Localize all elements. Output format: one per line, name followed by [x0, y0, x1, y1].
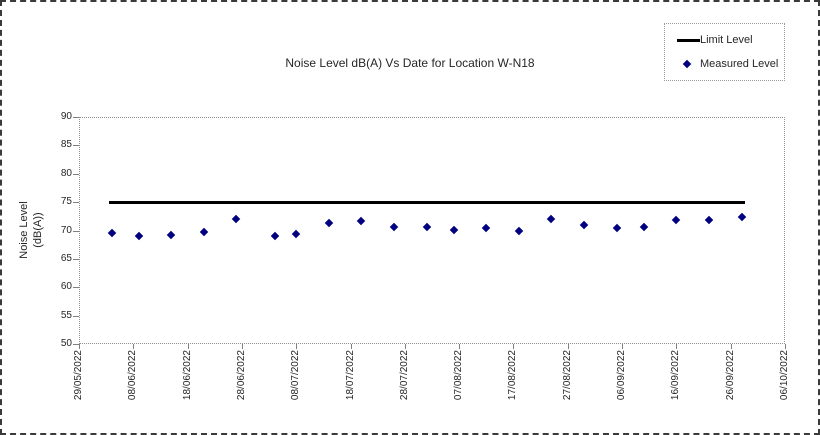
x-axis-tick: [622, 344, 624, 349]
y-axis-tick-label: 85: [60, 139, 72, 151]
x-axis-tick: [404, 344, 406, 349]
x-axis-tick-label: 26/09/2022: [724, 350, 736, 401]
x-axis-tick: [567, 344, 569, 349]
y-axis-tick-label: 80: [60, 167, 72, 179]
y-axis-tick-label: 50: [60, 338, 72, 349]
x-axis-tick: [730, 344, 732, 349]
x-axis-tick-label: 28/07/2022: [398, 350, 410, 401]
y-axis-tick: [73, 230, 79, 232]
legend-item-limit-level: Limit Level: [677, 33, 784, 47]
limit-line-icon: [677, 38, 700, 42]
x-axis-tick: [676, 344, 678, 349]
y-axis-tick: [73, 258, 79, 260]
y-axis-tick: [73, 202, 79, 204]
x-axis-tick-label: 28/06/2022: [235, 350, 247, 401]
x-axis-tick-label: 27/08/2022: [561, 350, 573, 401]
y-axis-tick-label: 65: [60, 252, 72, 264]
x-axis-tick-label: 06/09/2022: [616, 350, 628, 401]
x-axis-tick: [133, 344, 135, 349]
legend-label-limit-level: Limit Level: [700, 34, 753, 47]
y-axis-tick: [73, 315, 79, 317]
x-axis-tick: [79, 344, 80, 349]
limit-level-line: [108, 200, 745, 204]
chart-title: Noise Level dB(A) Vs Date for Location W…: [285, 56, 535, 70]
y-axis-tick: [73, 287, 79, 289]
x-axis-tick-label: 18/06/2022: [181, 350, 193, 401]
x-axis-tick: [513, 344, 515, 349]
y-axis-title-line: Noise Level: [18, 201, 30, 259]
x-axis-tick-label: 08/06/2022: [127, 350, 139, 401]
legend-label-measured-level: Measured Level: [700, 57, 779, 70]
y-axis-tick-label: 55: [60, 309, 72, 321]
x-axis-tick: [241, 344, 243, 349]
legend: Limit Level Measured Level: [664, 23, 785, 81]
x-axis-tick: [350, 344, 352, 349]
x-axis-tick-label: 06/10/2022: [779, 350, 790, 401]
y-axis-title-line: (dB(A)): [32, 212, 44, 248]
y-axis-tick: [73, 145, 79, 147]
x-axis-tick-label: 18/07/2022: [344, 350, 356, 401]
y-axis-tick: [73, 173, 79, 175]
x-axis-tick-label: 29/05/2022: [73, 350, 84, 401]
y-axis-tick: [73, 344, 79, 345]
y-axis-tick-label: 60: [60, 281, 72, 293]
legend-sample: [677, 59, 700, 68]
x-axis-tick: [459, 344, 461, 349]
y-axis-tick-label: 70: [60, 224, 72, 236]
y-axis-tick-label: 90: [60, 111, 72, 122]
x-axis-tick-label: 17/08/2022: [507, 350, 519, 401]
y-axis-title: Noise Level (dB(A)): [17, 170, 47, 290]
plot-area: [79, 117, 785, 344]
diamond-icon: [682, 59, 692, 68]
x-axis-tick: [187, 344, 189, 349]
y-axis-tick-label: 75: [60, 196, 72, 208]
x-axis-tick-label: 16/09/2022: [670, 350, 682, 401]
x-axis-tick: [785, 344, 786, 349]
y-axis-tick: [73, 117, 79, 118]
legend-item-measured-level: Measured Level: [677, 57, 784, 71]
x-axis-tick: [296, 344, 298, 349]
x-axis-tick-label: 07/08/2022: [453, 350, 465, 401]
x-axis-tick-label: 08/07/2022: [290, 350, 302, 401]
legend-sample: [677, 38, 700, 42]
